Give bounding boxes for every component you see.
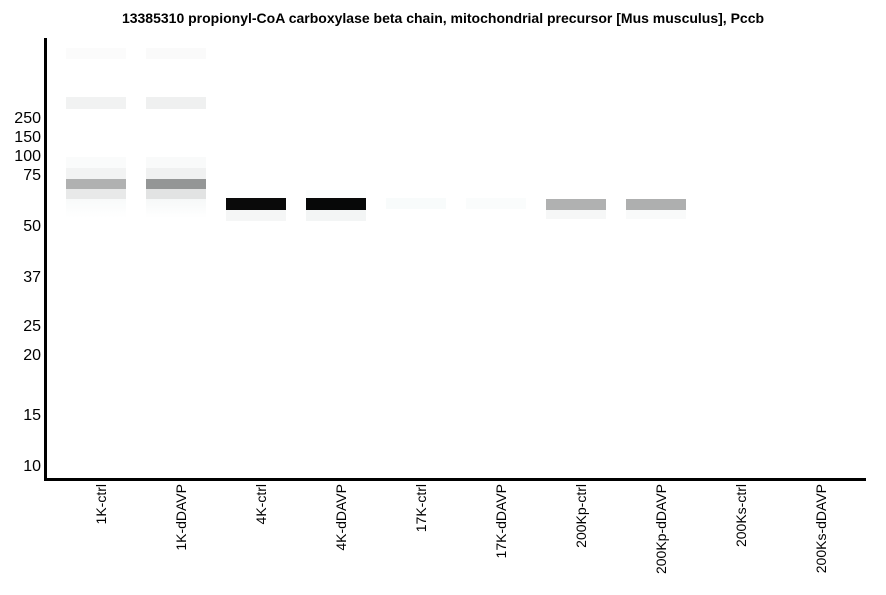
lane-band xyxy=(226,210,286,221)
lane-band xyxy=(306,210,366,221)
lane-band xyxy=(146,48,206,59)
lane-band xyxy=(226,190,286,198)
lane-label: 4K-ctrl xyxy=(253,484,269,525)
lane-band xyxy=(306,198,366,210)
y-tick-label: 37 xyxy=(23,269,41,286)
lane-band xyxy=(146,97,206,109)
lane-label: 200Ks-dDAVP xyxy=(813,484,829,574)
y-tick-label: 150 xyxy=(14,129,41,146)
lane-band xyxy=(146,199,206,218)
lane-band xyxy=(626,210,686,219)
lane-label: 1K-dDAVP xyxy=(173,484,189,551)
y-tick-label: 100 xyxy=(14,148,41,165)
y-axis-line xyxy=(44,38,47,481)
lane-label: 200Kp-dDAVP xyxy=(653,484,669,575)
lane-band xyxy=(66,48,126,59)
lane-band xyxy=(466,198,526,209)
y-tick-label: 50 xyxy=(23,218,41,235)
lane-band xyxy=(226,198,286,210)
figure-title: 13385310 propionyl-CoA carboxylase beta … xyxy=(121,10,765,26)
lane-band xyxy=(626,199,686,210)
lane-band xyxy=(146,189,206,199)
lane-band xyxy=(66,97,126,109)
lane-band xyxy=(546,199,606,210)
lane-band xyxy=(546,210,606,219)
y-tick-label: 15 xyxy=(23,407,41,424)
lane-band xyxy=(66,199,126,218)
lane-label: 17K-ctrl xyxy=(413,484,429,533)
lane-band xyxy=(146,179,206,189)
lane-band xyxy=(306,190,366,198)
lane-band xyxy=(66,189,126,199)
y-tick-label: 75 xyxy=(23,167,41,184)
x-axis-line xyxy=(44,478,866,481)
y-tick-label: 25 xyxy=(23,318,41,335)
lane-label: 1K-ctrl xyxy=(93,484,109,525)
y-tick-label: 10 xyxy=(23,458,41,475)
lane-band xyxy=(386,198,446,209)
y-tick-label: 250 xyxy=(14,110,41,127)
lane-label: 17K-dDAVP xyxy=(493,484,509,559)
lane-band xyxy=(146,168,206,179)
lane-band xyxy=(146,157,206,168)
lane-label: 4K-dDAVP xyxy=(333,484,349,551)
lane-band xyxy=(66,179,126,189)
lane-band xyxy=(66,157,126,168)
y-tick-label: 20 xyxy=(23,347,41,364)
lane-label: 200Kp-ctrl xyxy=(573,484,589,548)
lane-band xyxy=(66,168,126,179)
lane-label: 200Ks-ctrl xyxy=(733,484,749,548)
